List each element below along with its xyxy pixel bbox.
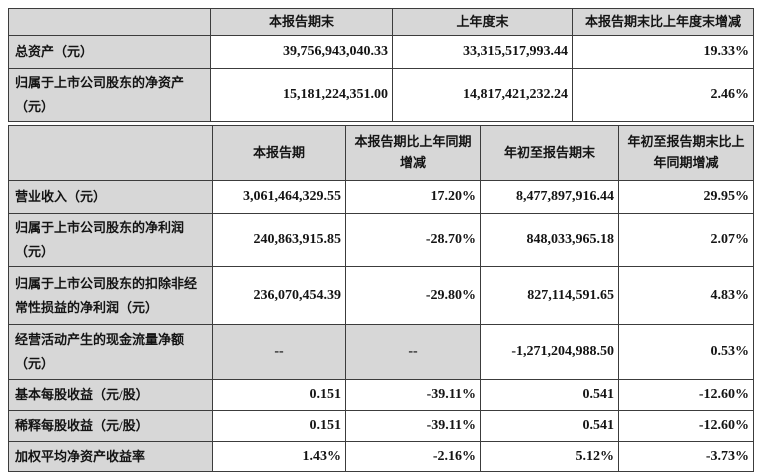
cell-value: -1,271,204,988.50 xyxy=(480,324,619,381)
table1-header-prior-year-end: 上年度末 xyxy=(392,8,573,36)
table-row-net-assets: 归属于上市公司股东的净资产（元） 15,181,224,351.00 14,81… xyxy=(8,67,754,123)
cell-value: 19.33% xyxy=(572,35,754,69)
cell-value: -3.73% xyxy=(618,441,754,473)
cell-value: -28.70% xyxy=(345,213,481,268)
cell-value: -29.80% xyxy=(345,266,481,326)
table2-header-year-to-date: 年初至报告期末 xyxy=(480,125,619,182)
table1-header-change-vs-prior-year-end: 本报告期末比上年度末增减 xyxy=(572,8,754,36)
table-row-net-profit: 归属于上市公司股东的净利润（元） 240,863,915.85 -28.70% … xyxy=(8,213,754,268)
cell-value: 4.83% xyxy=(618,266,754,326)
table1-header-current-period-end: 本报告期末 xyxy=(210,8,393,36)
cell-value: 1.43% xyxy=(212,441,346,473)
cell-value: 0.541 xyxy=(480,410,619,443)
cell-value: 8,477,897,916.44 xyxy=(480,180,619,215)
cell-value: -12.60% xyxy=(618,379,754,412)
cell-value: -39.11% xyxy=(345,410,481,443)
table2-header-change-vs-prior-period: 本报告期比上年同期增减 xyxy=(345,125,481,182)
cell-value: 848,033,965.18 xyxy=(480,213,619,268)
reporting-period-summary-table: 本报告期 本报告期比上年同期增减 年初至报告期末 年初至报告期末比上年同期增减 … xyxy=(8,125,754,473)
table-row-operating-cash-flow: 经营活动产生的现金流量净额（元） -- -- -1,271,204,988.50… xyxy=(8,324,754,381)
cell-value: 5.12% xyxy=(480,441,619,473)
table1-corner-cell xyxy=(8,8,211,36)
cell-value: 827,114,591.65 xyxy=(480,266,619,326)
row-label: 经营活动产生的现金流量净额（元） xyxy=(8,324,213,381)
row-label: 总资产（元） xyxy=(8,35,211,69)
row-label: 归属于上市公司股东的净利润（元） xyxy=(8,213,213,268)
table-row-operating-revenue: 营业收入（元） 3,061,464,329.55 17.20% 8,477,89… xyxy=(8,180,754,215)
row-label: 归属于上市公司股东的净资产（元） xyxy=(8,67,211,123)
row-label: 基本每股收益（元/股） xyxy=(8,379,213,412)
table2-corner-cell xyxy=(8,125,213,182)
cell-value: 0.151 xyxy=(212,410,346,443)
period-end-summary-table: 本报告期末 上年度末 本报告期末比上年度末增减 总资产（元） 39,756,94… xyxy=(8,8,754,123)
table1-header-row: 本报告期末 上年度末 本报告期末比上年度末增减 xyxy=(8,8,754,36)
cell-value: 236,070,454.39 xyxy=(212,266,346,326)
row-label: 稀释每股收益（元/股） xyxy=(8,410,213,443)
table-row-total-assets: 总资产（元） 39,756,943,040.33 33,315,517,993.… xyxy=(8,35,754,69)
cell-value: 39,756,943,040.33 xyxy=(210,35,393,69)
row-label: 加权平均净资产收益率 xyxy=(8,441,213,473)
cell-value: 0.53% xyxy=(618,324,754,381)
cell-value: 3,061,464,329.55 xyxy=(212,180,346,215)
cell-value-na: -- xyxy=(212,324,346,381)
cell-value: 0.541 xyxy=(480,379,619,412)
cell-value: 2.46% xyxy=(572,67,754,123)
cell-value: 14,817,421,232.24 xyxy=(392,67,573,123)
cell-value: 0.151 xyxy=(212,379,346,412)
cell-value: 240,863,915.85 xyxy=(212,213,346,268)
cell-value: -39.11% xyxy=(345,379,481,412)
table2-header-ytd-change-vs-prior-period: 年初至报告期末比上年同期增减 xyxy=(618,125,754,182)
cell-value: 2.07% xyxy=(618,213,754,268)
table-row-basic-eps: 基本每股收益（元/股） 0.151 -39.11% 0.541 -12.60% xyxy=(8,379,754,412)
cell-value: 15,181,224,351.00 xyxy=(210,67,393,123)
row-label: 归属于上市公司股东的扣除非经常性损益的净利润（元） xyxy=(8,266,213,326)
table-row-diluted-eps: 稀释每股收益（元/股） 0.151 -39.11% 0.541 -12.60% xyxy=(8,410,754,443)
cell-value: -2.16% xyxy=(345,441,481,473)
table2-header-current-period: 本报告期 xyxy=(212,125,346,182)
table-row-net-profit-excl-nonrecurring: 归属于上市公司股东的扣除非经常性损益的净利润（元） 236,070,454.39… xyxy=(8,266,754,326)
cell-value: 33,315,517,993.44 xyxy=(392,35,573,69)
cell-value-na: -- xyxy=(345,324,481,381)
table2-header-row: 本报告期 本报告期比上年同期增减 年初至报告期末 年初至报告期末比上年同期增减 xyxy=(8,125,754,182)
cell-value: 17.20% xyxy=(345,180,481,215)
cell-value: -12.60% xyxy=(618,410,754,443)
cell-value: 29.95% xyxy=(618,180,754,215)
table-row-weighted-avg-roe: 加权平均净资产收益率 1.43% -2.16% 5.12% -3.73% xyxy=(8,441,754,473)
row-label: 营业收入（元） xyxy=(8,180,213,215)
